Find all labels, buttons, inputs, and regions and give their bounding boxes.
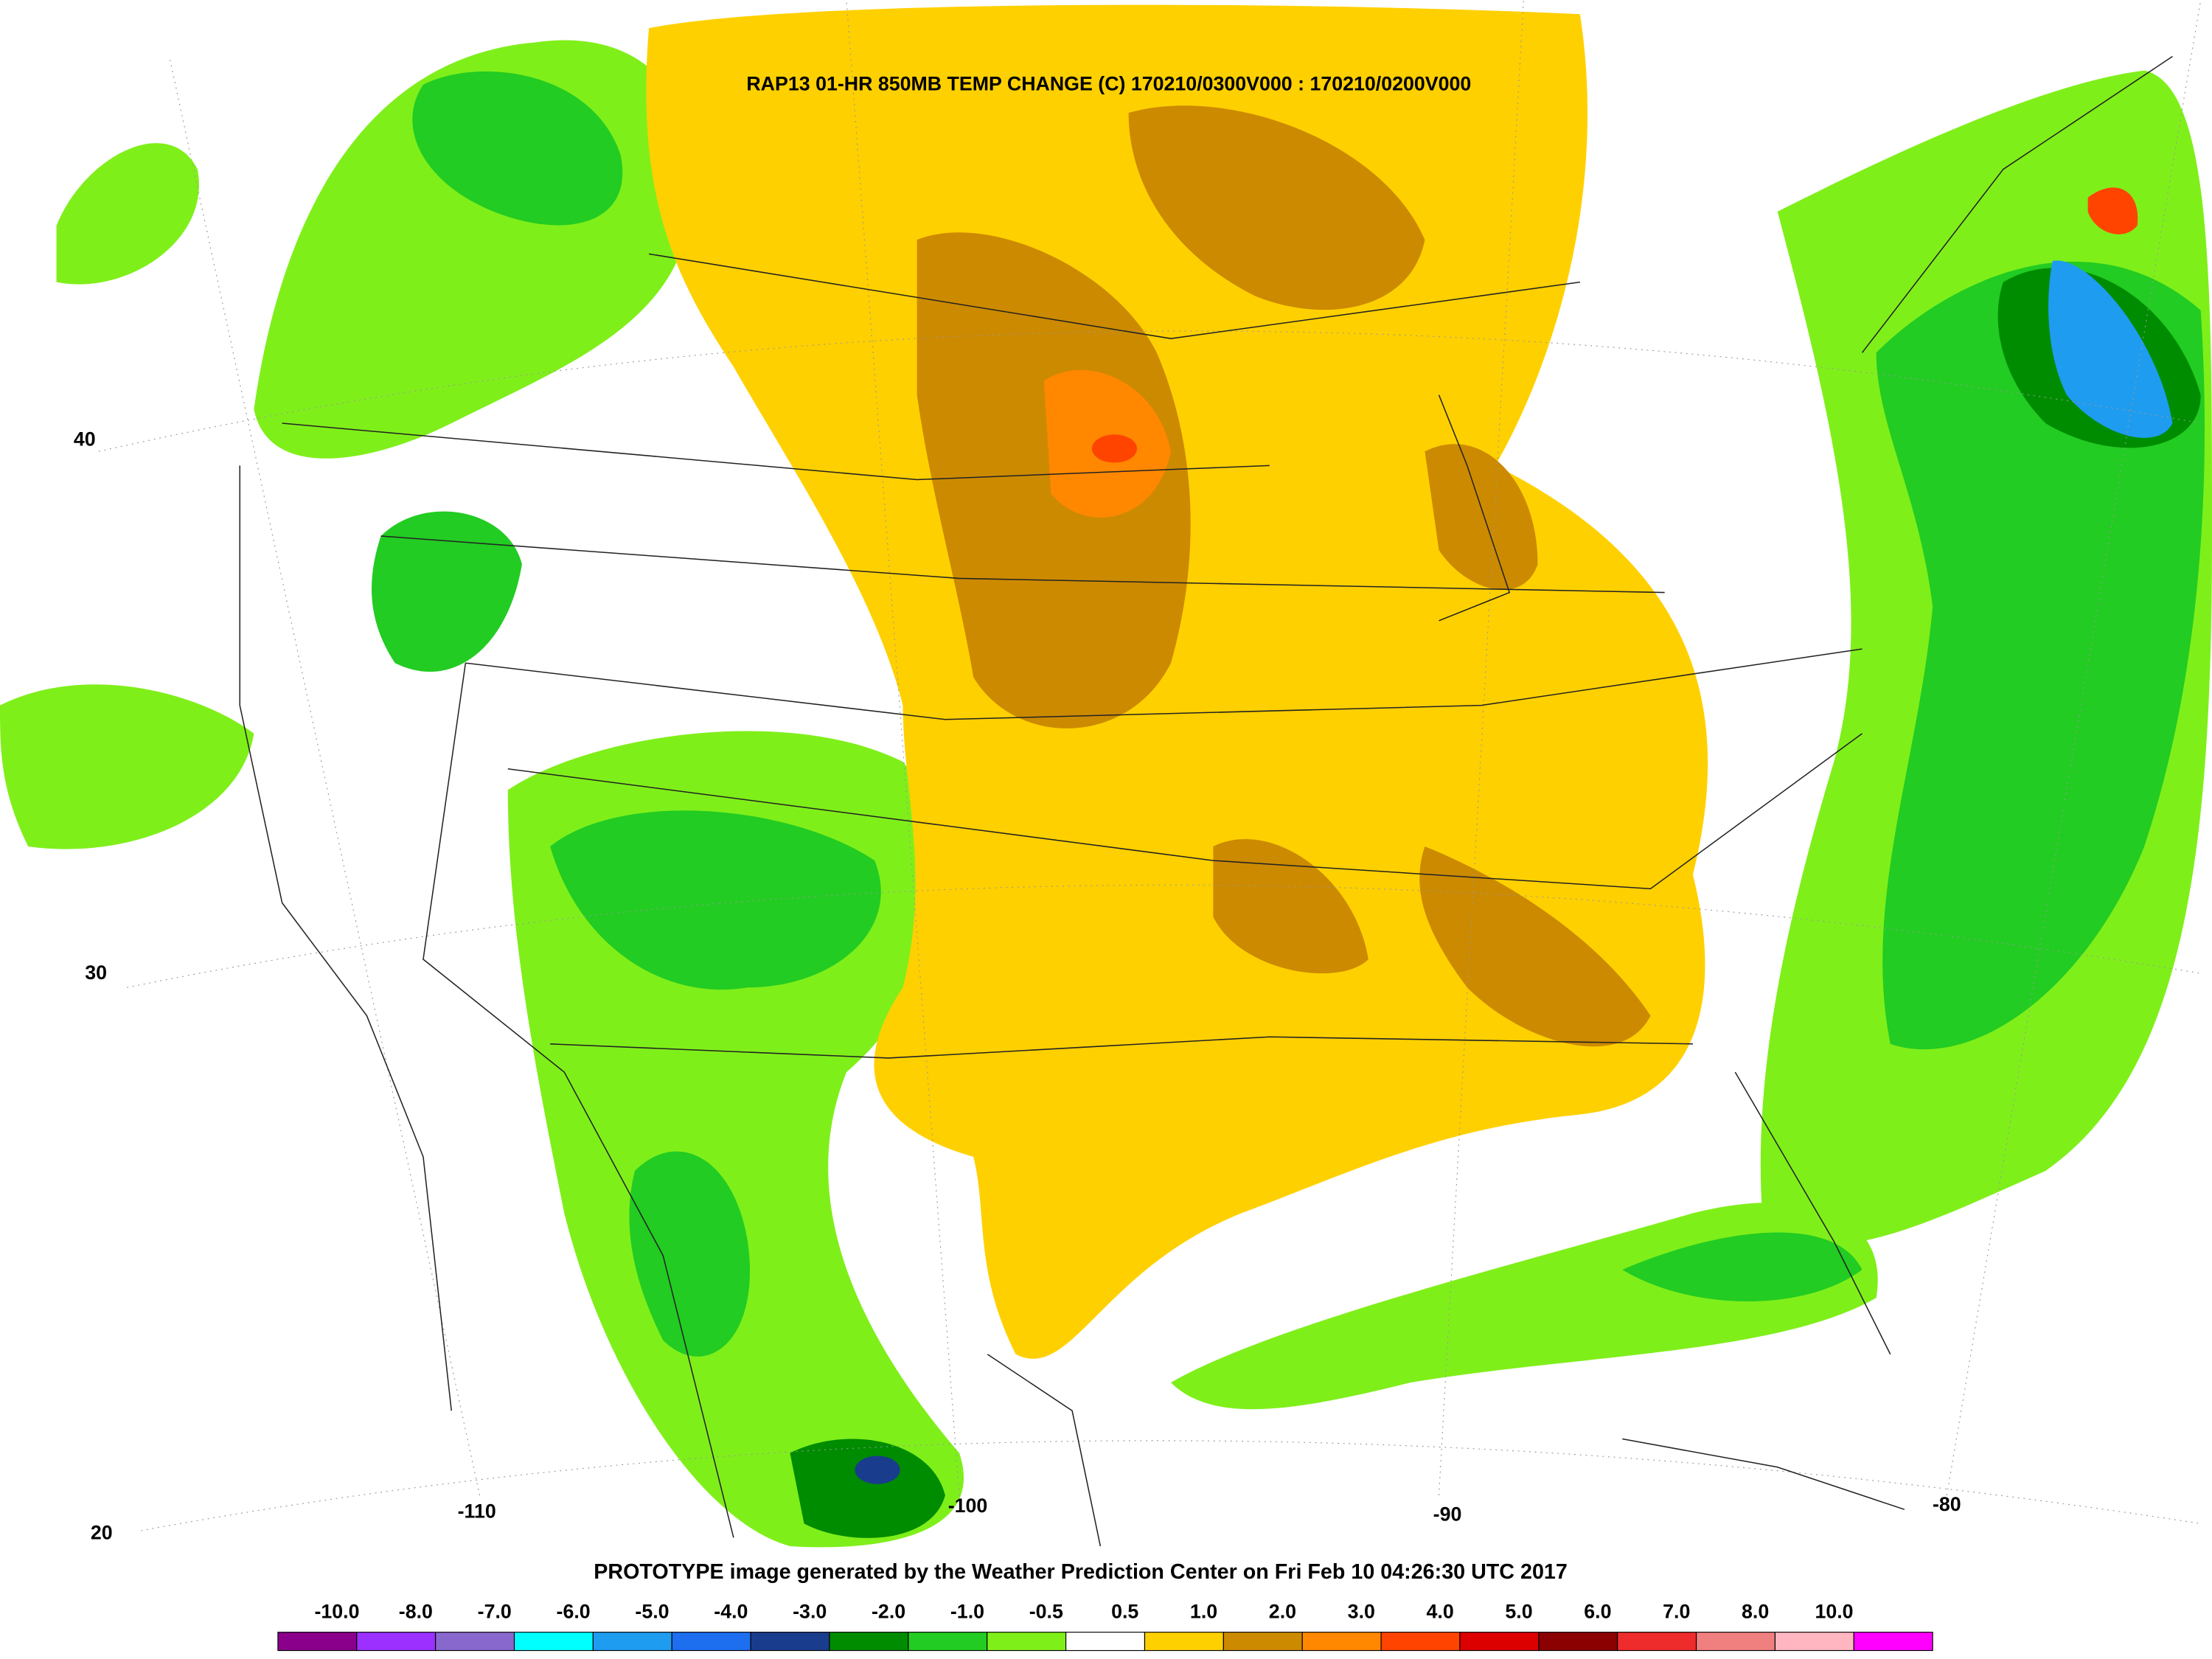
colorbar-label: -3.0 [793,1601,827,1623]
colorbar-box [1853,1632,1933,1652]
colorbar-box [513,1632,594,1652]
longitude-label: -80 [1933,1493,1961,1515]
colorbar-box [1380,1632,1461,1652]
colorbar-label: -10.0 [314,1601,359,1623]
colorbar-box [829,1632,909,1652]
colorbar-label: 3.0 [1348,1601,1375,1623]
colorbar-label: 8.0 [1742,1601,1769,1623]
colorbar-box [671,1632,751,1652]
colorbar-box [908,1632,988,1652]
colorbar-box [435,1632,515,1652]
colorbar-label: -8.0 [399,1601,433,1623]
latitude-label: 40 [74,428,96,451]
colorbar-label: -1.0 [950,1601,984,1623]
colorbar-label: -2.0 [872,1601,905,1623]
colorbar-label: -0.5 [1029,1601,1063,1623]
colorbar-box [987,1632,1067,1652]
temperature-field [0,4,2212,1548]
colorbar: -10.0 -8.0 -7.0 -6.0 -5.0 -4.0 -3.0 -2.0 -1.0 -0.… [277,1601,1933,1652]
colorbar-label: -7.0 [478,1601,512,1623]
colorbar-box [1222,1632,1303,1652]
colorbar-box [356,1632,437,1652]
colorbar-box [1695,1632,1776,1652]
longitude-label: -100 [948,1495,988,1517]
latitude-label: 30 [85,961,107,984]
colorbar-box [1538,1632,1618,1652]
longitude-label: -110 [458,1500,496,1523]
colorbar-label: 4.0 [1427,1601,1454,1623]
colorbar-box [1065,1632,1146,1652]
colorbar-label: 0.5 [1111,1601,1138,1623]
longitude-label: -90 [1433,1503,1462,1525]
colorbar-label: 2.0 [1269,1601,1296,1623]
colorbar-box [1774,1632,1854,1652]
colorbar-box [1144,1632,1224,1652]
colorbar-box [1301,1632,1382,1652]
colorbar-box [592,1632,672,1652]
map-title: RAP13 01-HR 850MB TEMP CHANGE (C) 170210… [746,72,1471,94]
latitude-label: 20 [91,1521,113,1543]
colorbar-label: 7.0 [1663,1601,1690,1623]
colorbar-label: 6.0 [1584,1601,1611,1623]
colorbar-label: -5.0 [635,1601,669,1623]
colorbar-label: 1.0 [1190,1601,1217,1623]
colorbar-label: -6.0 [557,1601,591,1623]
colorbar-box [750,1632,830,1652]
colorbar-box [1617,1632,1697,1652]
map-lines [98,0,2202,1547]
footer: PROTOTYPE image generated by the Weather… [594,1560,1568,1584]
colorbar-label: 10.0 [1815,1601,1853,1623]
colorbar-label: 5.0 [1505,1601,1532,1623]
colorbar-label: -4.0 [714,1601,748,1623]
colorbar-box [1459,1632,1540,1652]
colorbar-box [277,1632,358,1652]
